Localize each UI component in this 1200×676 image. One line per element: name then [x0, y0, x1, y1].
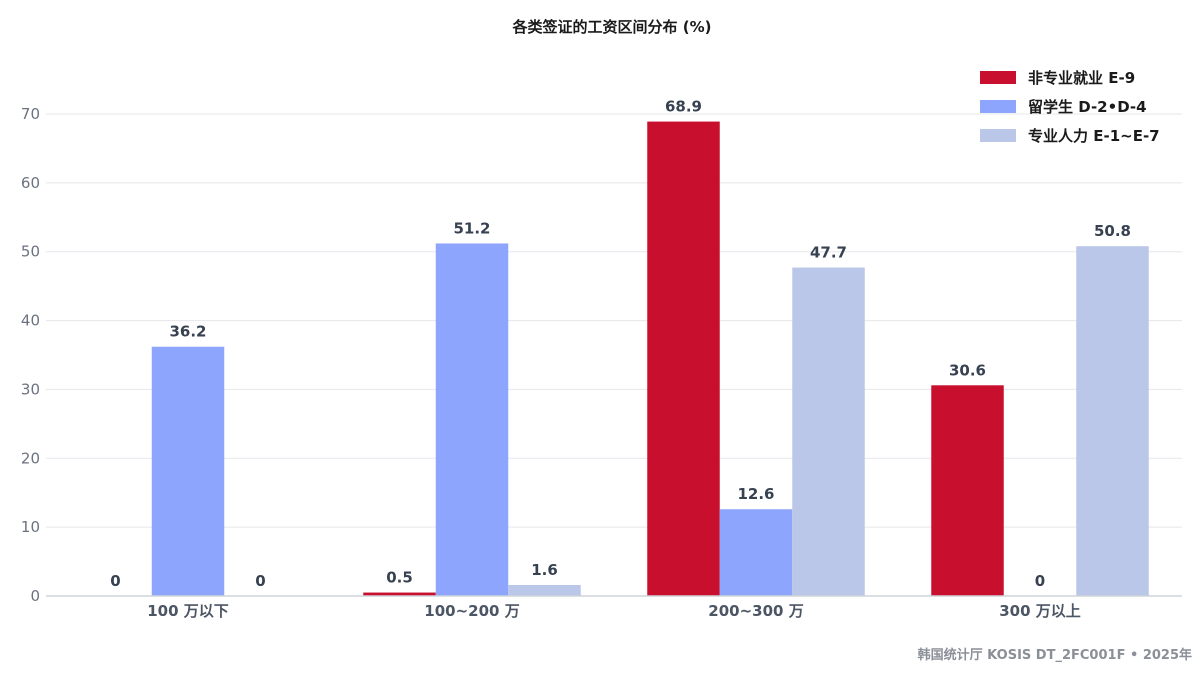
data-label: 50.8	[1094, 222, 1131, 240]
bar	[792, 267, 865, 596]
data-label: 47.7	[810, 244, 847, 262]
data-label: 0	[1035, 572, 1045, 590]
bars	[151, 121, 1149, 597]
bar	[931, 385, 1004, 596]
data-label: 51.2	[453, 219, 490, 237]
legend-label: 留学生 D-2•D-4	[1028, 98, 1147, 116]
x-tick-label: 300 万以上	[999, 602, 1081, 620]
y-axis: 0 10 20 30 40 50 60 70	[21, 105, 40, 605]
data-label: 0.5	[386, 569, 413, 587]
y-tick-label: 70	[21, 105, 40, 123]
x-axis: 100 万以下 100~200 万 200~300 万 300 万以上	[46, 595, 1182, 620]
bar	[719, 509, 793, 596]
bar	[647, 121, 720, 597]
data-label: 30.6	[949, 361, 986, 379]
source-note: 韩国统计厅 KOSIS DT_2FC001F • 2025年	[918, 647, 1192, 663]
data-label: 1.6	[531, 561, 558, 579]
legend-label: 非专业就业 E-9	[1028, 69, 1135, 87]
x-tick-label: 200~300 万	[708, 602, 803, 620]
legend: 非专业就业 E-9 留学生 D-2•D-4 专业人力 E-1~E-7	[980, 69, 1160, 145]
bar	[508, 584, 581, 596]
data-label: 0	[255, 572, 265, 590]
bar	[363, 592, 436, 596]
y-tick-label: 10	[21, 518, 40, 536]
y-tick-label: 40	[21, 312, 40, 330]
x-tick-label: 100~200 万	[424, 602, 519, 620]
y-tick-label: 30	[21, 380, 40, 398]
data-label: 36.2	[169, 323, 206, 341]
x-tick-label: 100 万以下	[147, 602, 229, 620]
chart-title: 各类签证的工资区间分布 (%)	[512, 18, 712, 36]
y-tick-label: 20	[21, 449, 40, 467]
legend-swatch	[980, 100, 1016, 113]
data-label: 0	[110, 572, 120, 590]
y-tick-label: 50	[21, 243, 40, 261]
legend-label: 专业人力 E-1~E-7	[1028, 127, 1160, 145]
bar	[435, 243, 509, 597]
legend-swatch	[980, 129, 1016, 142]
bar	[151, 346, 225, 596]
y-tick-label: 0	[30, 587, 40, 605]
data-labels: 0 36.2 0 0.5 51.2 1.6 68.9 12.6 47.7 30.6 0 50.8	[110, 98, 1131, 590]
data-label: 68.9	[665, 98, 702, 116]
y-tick-label: 60	[21, 174, 40, 192]
data-label: 12.6	[737, 485, 774, 503]
bar	[1076, 246, 1149, 596]
legend-swatch	[980, 71, 1016, 84]
grid-lines	[46, 113, 1182, 528]
